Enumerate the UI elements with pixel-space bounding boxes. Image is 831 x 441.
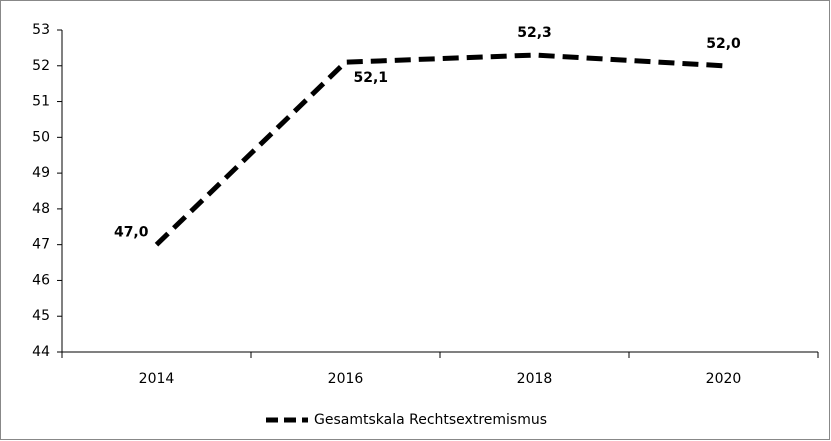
y-tick-label: 45 bbox=[32, 308, 50, 324]
y-tick-label: 52 bbox=[32, 58, 50, 74]
y-tick-label: 51 bbox=[32, 94, 50, 110]
data-label: 52,0 bbox=[706, 36, 741, 52]
data-label: 52,3 bbox=[517, 25, 552, 41]
data-label: 47,0 bbox=[114, 225, 149, 241]
y-tick-label: 49 bbox=[32, 165, 50, 181]
y-tick-label: 48 bbox=[32, 201, 50, 217]
data-label: 52,1 bbox=[354, 70, 389, 86]
x-tick-label: 2014 bbox=[139, 371, 175, 387]
y-tick-label: 50 bbox=[32, 129, 50, 145]
x-tick-label: 2016 bbox=[328, 371, 364, 387]
data-line bbox=[154, 52, 724, 247]
y-tick-label: 46 bbox=[32, 272, 50, 288]
y-tick-label: 44 bbox=[32, 344, 50, 360]
legend-label: Gesamtskala Rechtsextremismus bbox=[314, 412, 547, 428]
y-tick-label: 47 bbox=[32, 237, 50, 253]
x-tick-label: 2020 bbox=[706, 371, 742, 387]
y-tick-label: 53 bbox=[32, 22, 50, 38]
x-tick-label: 2018 bbox=[517, 371, 553, 387]
